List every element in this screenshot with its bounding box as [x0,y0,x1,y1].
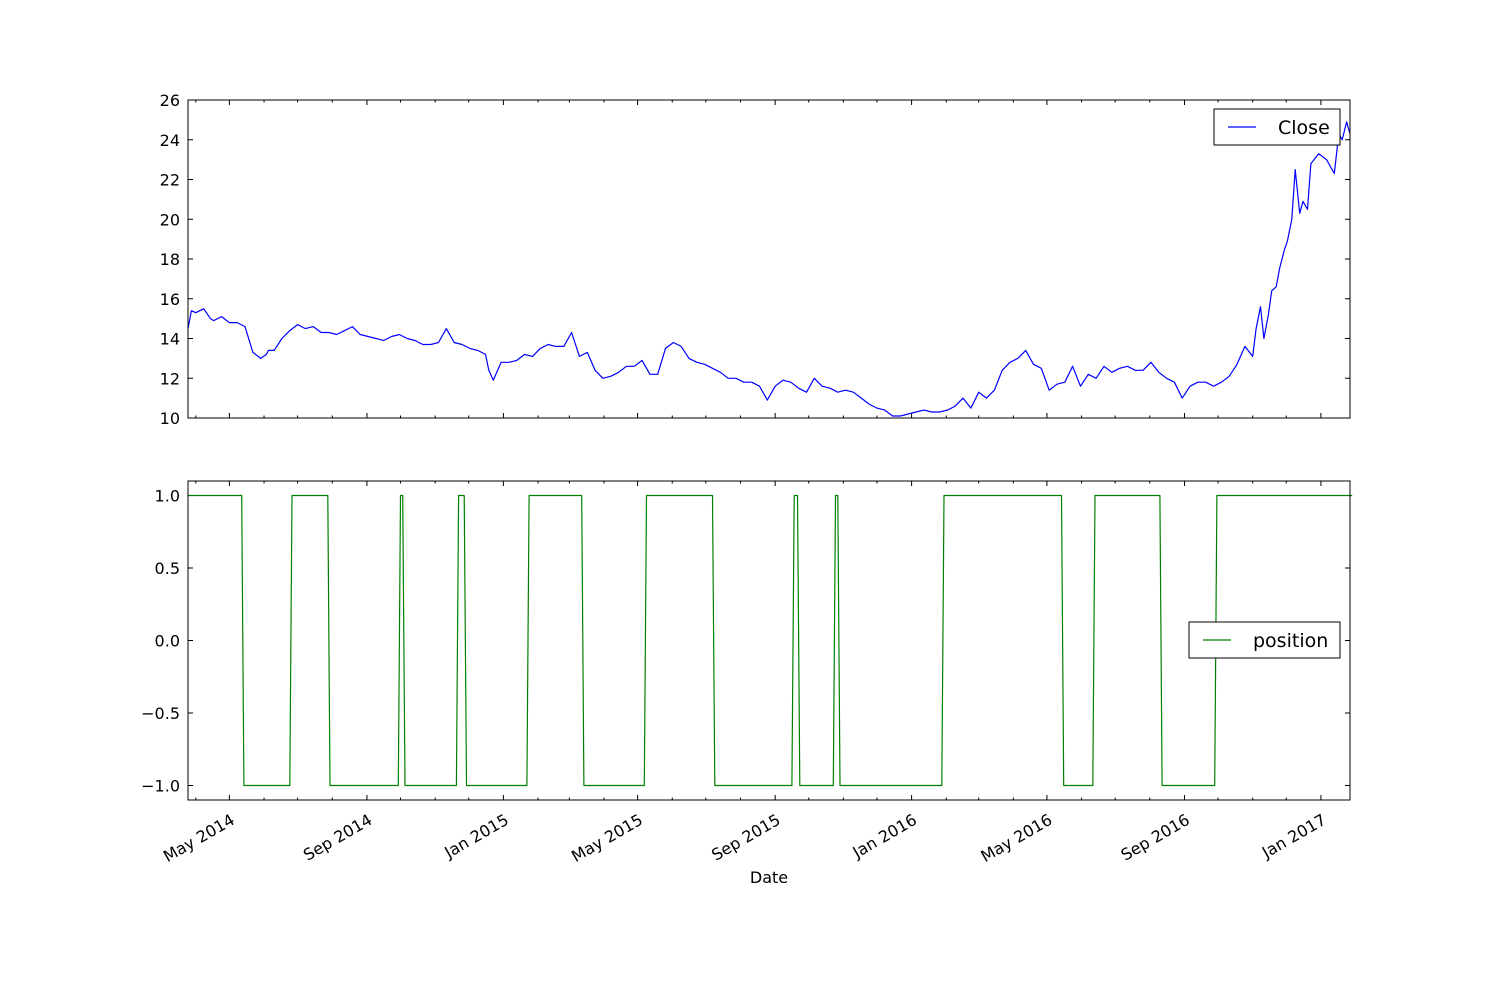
position-panel: 1.0 0.5 0.0 −0.5 −1.0 position May 2014 Sep 201… [141,480,1353,887]
x-tick-label: May 2015 [568,810,646,866]
x-tick-label: May 2016 [977,810,1055,866]
x-tick-label: Jan 2017 [1258,810,1329,862]
position-line [188,494,1353,787]
y-tick-label: 12 [160,369,180,388]
plot-frame [187,99,1351,419]
x-axis-title: Date [750,868,788,887]
x-tick-label: Sep 2014 [300,810,375,864]
legend: Close [1213,108,1341,146]
y-tick-label: 0.0 [155,632,180,651]
legend: position [1188,621,1341,659]
y-tick-label: −0.5 [141,704,180,723]
y-tick-label: 26 [160,91,180,110]
close-price-panel: 10 12 14 16 18 20 22 24 26 Close [160,91,1351,428]
x-tick-label: Sep 2015 [708,810,783,864]
y-tick-label: 10 [160,409,180,428]
y-tick-label: 18 [160,250,180,269]
close-line [187,121,1351,417]
y-tick-label: 20 [160,210,180,229]
y-tick-label: 14 [160,330,180,349]
legend-label: position [1253,630,1328,652]
y-tick-label: 16 [160,290,180,309]
x-tick-label: May 2014 [160,810,238,866]
y-tick-label: 1.0 [155,487,180,506]
x-tick-label: Jan 2015 [440,810,511,862]
legend-label: Close [1278,117,1330,139]
y-tick-label: −1.0 [141,777,180,796]
x-tick-label: Sep 2016 [1118,810,1193,864]
x-tick-label: Jan 2016 [849,810,920,862]
y-tick-label: 0.5 [155,559,180,578]
y-tick-label: 24 [160,131,180,150]
y-tick-label: 22 [160,171,180,190]
plot-frame [187,480,1351,801]
